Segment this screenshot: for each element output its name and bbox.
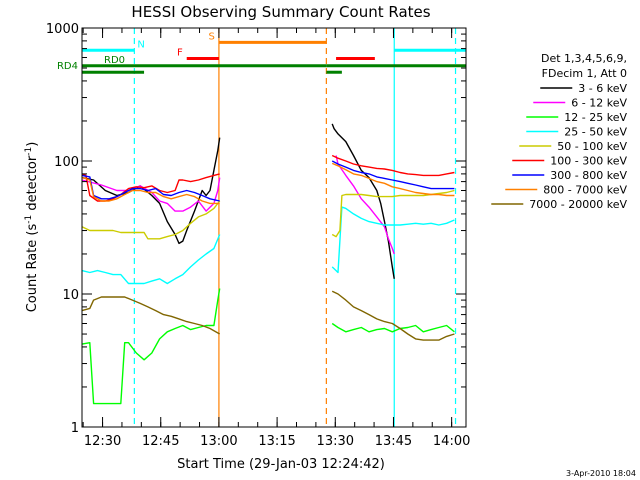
series-7-segment-0	[81, 176, 220, 205]
legend-entry-label: 100 - 300 keV	[550, 155, 627, 168]
x-tick-label: 13:00	[200, 434, 237, 449]
x-tick-label: 14:00	[433, 434, 470, 449]
series-3-segment-0	[81, 234, 221, 285]
x-tick-label: 12:30	[84, 434, 121, 449]
flag-label-f: F	[177, 47, 183, 58]
y-label-exp2: -1	[24, 147, 34, 156]
plot-frame	[81, 27, 467, 428]
series-5-segment-1	[331, 154, 455, 177]
legend-entry-label: 25 - 50 keV	[564, 126, 627, 139]
series-8-segment-0	[81, 296, 221, 335]
x-tick-label: 13:30	[317, 434, 354, 449]
legend-entry-label: 800 - 7000 keV	[543, 184, 627, 197]
series-1-segment-1	[335, 155, 395, 255]
series-6-segment-0	[81, 174, 220, 202]
series-7-segment-1	[331, 162, 455, 197]
legend-entry-label: 6 - 12 keV	[571, 97, 627, 110]
series-3-segment-1	[331, 206, 455, 274]
series-4-segment-1	[331, 189, 455, 238]
series-0-segment-1	[331, 123, 395, 279]
y-label-main: Count Rate (s	[25, 224, 40, 313]
y-tick-label: 100	[54, 155, 79, 170]
series-4-segment-0	[81, 200, 221, 240]
series-2-segment-1	[331, 322, 455, 333]
series-1-segment-0	[81, 177, 221, 212]
y-label-exp1: -1	[24, 215, 34, 224]
flag-label-rd0: RD0	[104, 55, 125, 66]
series-8-segment-1	[331, 290, 455, 341]
legend-header-decimation: FDecim 1, Att 0	[542, 67, 627, 80]
legend: Det 1,3,4,5,6,9, FDecim 1, Att 0 3 - 6 k…	[491, 52, 627, 211]
chart-title: HESSI Observing Summary Count Rates	[131, 3, 430, 21]
x-axis-label: Start Time (29-Jan-03 12:24:42)	[177, 457, 385, 472]
legend-header-detectors: Det 1,3,4,5,6,9,	[541, 52, 627, 65]
x-tick-label: 12:45	[142, 434, 179, 449]
series-6-segment-1	[331, 160, 455, 190]
y-axis-label: Count Rate (s-1 detector-1)	[24, 142, 40, 313]
flag-label-s: S	[209, 31, 215, 42]
y-label-mid: detector	[25, 155, 40, 215]
legend-entry-label: 300 - 800 keV	[550, 169, 627, 182]
x-tick-label: 13:15	[258, 434, 295, 449]
legend-entry-label: 7000 - 20000 keV	[529, 198, 627, 211]
y-tick-label: 1	[71, 421, 79, 436]
legend-entry-label: 50 - 100 keV	[557, 140, 627, 153]
x-tick-label: 13:45	[375, 434, 412, 449]
y-label-end: )	[25, 142, 40, 147]
y-tick-label: 1000	[46, 22, 79, 37]
series-2-segment-0	[81, 288, 221, 405]
y-axis: 1 10 100 1000	[46, 22, 466, 436]
flag-label-rd4: RD4	[57, 61, 78, 72]
legend-entry-label: 3 - 6 keV	[578, 82, 627, 95]
legend-entry-label: 12 - 25 keV	[564, 111, 627, 124]
plot-area: N S F RD0 RD4	[57, 27, 467, 428]
y-tick-label: 10	[62, 288, 79, 303]
flag-label-n: N	[137, 39, 144, 50]
x-axis: 12:30 12:45 13:00 13:15 13:30 13:45 14:00	[82, 28, 470, 449]
timestamp: 3-Apr-2010 18:04	[566, 469, 636, 478]
